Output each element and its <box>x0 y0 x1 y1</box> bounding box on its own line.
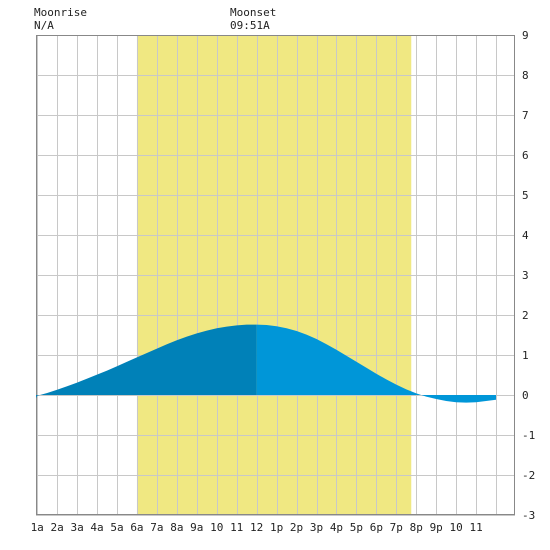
moonrise-value: N/A <box>34 19 54 32</box>
x-tick-label: 11 <box>230 521 243 534</box>
x-tick-label: 4p <box>330 521 343 534</box>
x-tick-label: 6p <box>370 521 383 534</box>
x-tick-label: 8a <box>170 521 183 534</box>
x-tick-label: 3a <box>70 521 83 534</box>
x-tick-label: 5a <box>110 521 123 534</box>
y-tick-label: 5 <box>522 189 529 202</box>
x-tick-label: 2p <box>290 521 303 534</box>
x-tick-label: 7a <box>150 521 163 534</box>
x-tick-label: 10 <box>210 521 223 534</box>
y-tick-label: 4 <box>522 229 529 242</box>
grid <box>36 35 515 516</box>
x-tick-label: 4a <box>90 521 103 534</box>
y-tick-label: -3 <box>522 509 535 522</box>
x-tick-label: 9a <box>190 521 203 534</box>
x-tick-label: 1p <box>270 521 283 534</box>
moonset-label: Moonset <box>230 6 277 19</box>
y-tick-label: 1 <box>522 349 529 362</box>
y-tick-label: 6 <box>522 149 529 162</box>
y-tick-label: 7 <box>522 109 529 122</box>
x-tick-label: 2a <box>51 521 64 534</box>
x-tick-label: 7p <box>390 521 403 534</box>
x-tick-label: 10 <box>450 521 463 534</box>
x-tick-label: 12 <box>250 521 263 534</box>
x-tick-label: 5p <box>350 521 363 534</box>
x-tick-label: 11 <box>469 521 482 534</box>
moonset-value: 09:51A <box>230 19 270 32</box>
y-tick-label: 8 <box>522 69 529 82</box>
y-tick-label: 2 <box>522 309 529 322</box>
x-tick-label: 3p <box>310 521 323 534</box>
x-tick-label: 1a <box>31 521 44 534</box>
x-tick-label: 6a <box>130 521 143 534</box>
y-axis-labels: -3 -2 -1 0 1 2 3 4 5 6 7 8 9 <box>522 29 535 522</box>
x-tick-label: 9p <box>430 521 443 534</box>
y-tick-label: -2 <box>522 469 535 482</box>
moonrise-label: Moonrise <box>34 6 87 19</box>
y-tick-label: 3 <box>522 269 529 282</box>
tide-area-falling <box>256 324 496 403</box>
y-tick-label: -1 <box>522 429 535 442</box>
y-tick-label: 9 <box>522 29 529 42</box>
x-tick-label: 8p <box>410 521 423 534</box>
x-axis-labels: 1a 2a 3a 4a 5a 6a 7a 8a 9a 10 11 12 1p 2p 3p 4p 5p 6p 7p 8p… <box>31 521 483 534</box>
tide-area-rising <box>36 324 257 400</box>
plot-frame <box>36 35 515 515</box>
y-tick-label: 0 <box>522 389 529 402</box>
